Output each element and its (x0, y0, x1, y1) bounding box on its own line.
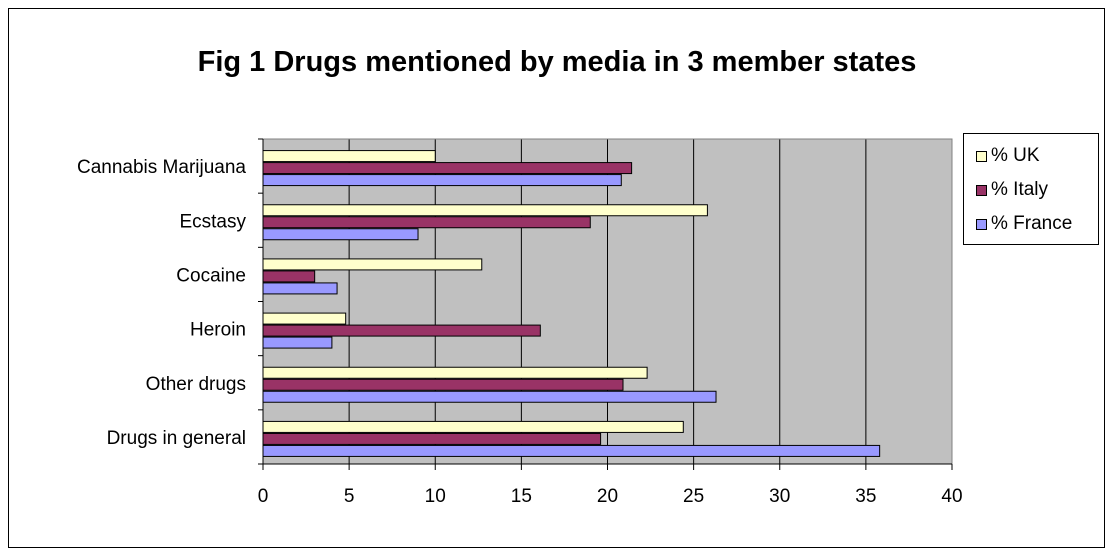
category-label-3: Heroin (190, 320, 246, 341)
category-label-5: Drugs in general (107, 428, 246, 449)
legend-swatch-0 (976, 150, 987, 162)
x-tick-label-6: 30 (769, 486, 790, 507)
x-tick-label-1: 5 (344, 486, 355, 507)
bar-0-2 (262, 174, 622, 187)
category-label-2: Cocaine (176, 265, 246, 286)
category-label-4: Other drugs (146, 374, 246, 395)
x-tick-label-5: 25 (683, 486, 704, 507)
legend-item-0: % UK (976, 144, 1040, 168)
x-tick-label-7: 35 (855, 486, 876, 507)
bar-4-2 (262, 390, 717, 403)
bar-2-2 (262, 282, 338, 295)
bar-3-2 (262, 336, 333, 349)
chart-title: Fig 1 Drugs mentioned by media in 3 memb… (197, 46, 917, 78)
legend-swatch-2 (976, 218, 987, 230)
bar-3-1 (262, 324, 541, 337)
bar-4-0 (262, 366, 648, 379)
legend-label-2: % France (991, 213, 1073, 234)
bar-1-1 (262, 216, 591, 229)
legend-item-1: % Italy (976, 178, 1048, 202)
bar-5-1 (262, 432, 602, 445)
legend-label-1: % Italy (991, 179, 1049, 200)
category-label-1: Ecstasy (179, 211, 246, 232)
x-tick-label-3: 15 (511, 486, 532, 507)
bar-5-2 (262, 444, 881, 457)
bar-0-0 (262, 150, 436, 163)
bar-5-0 (262, 420, 684, 433)
bar-4-1 (262, 378, 624, 391)
legend: % UK % Italy % France (963, 133, 1099, 245)
bar-1-0 (262, 204, 708, 217)
bar-1-2 (262, 228, 419, 241)
bar-3-0 (262, 312, 347, 325)
legend-label-0: % UK (991, 145, 1040, 166)
bar-0-1 (262, 162, 633, 175)
x-tick-label-4: 20 (597, 486, 618, 507)
category-label-0: Cannabis Marijuana (77, 157, 246, 178)
x-tick-label-8: 40 (941, 486, 962, 507)
bar-2-1 (262, 270, 316, 283)
x-tick-label-0: 0 (258, 486, 269, 507)
x-tick-label-2: 10 (425, 486, 446, 507)
legend-swatch-1 (976, 184, 987, 196)
bar-chart: Cannabis Marijuana Ecstasy Cocaine Heroin Ot… (77, 138, 963, 507)
legend-item-2: % France (976, 212, 1072, 236)
bar-2-0 (262, 258, 483, 271)
